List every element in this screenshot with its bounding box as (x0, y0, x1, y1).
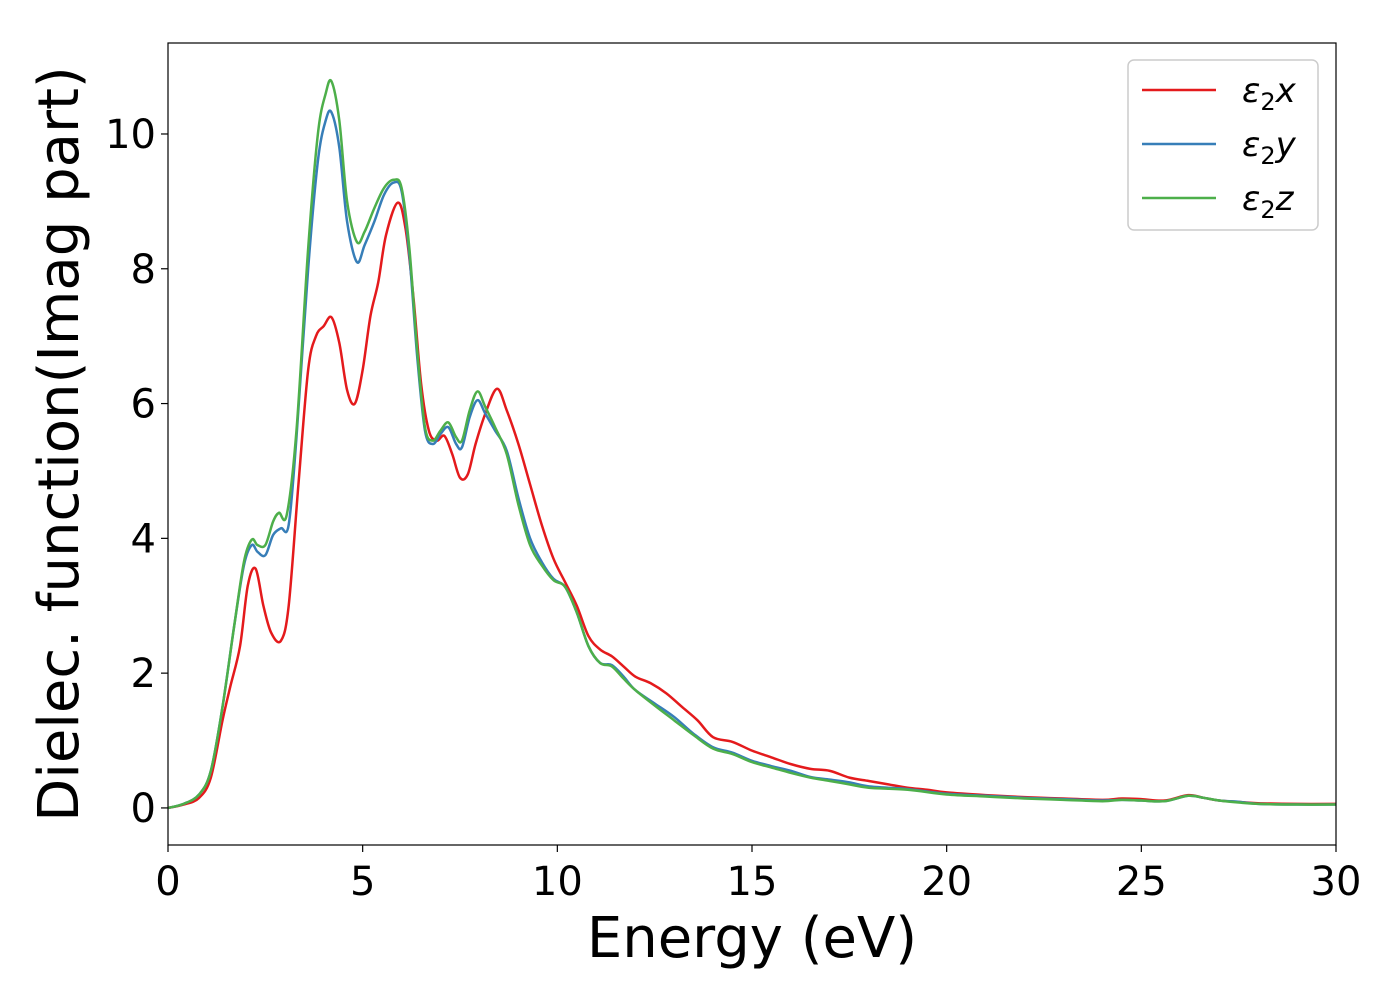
x-tick-label: 5 (350, 859, 375, 905)
y-tick-label: 0 (131, 786, 156, 832)
legend-items: ε2x ε2y ε2z (1142, 71, 1297, 224)
x-tick-label: 15 (727, 859, 778, 905)
x-tick-label: 0 (155, 859, 180, 905)
x-axis-ticks: 0 5 10 15 20 25 30 (155, 845, 1361, 905)
legend-box (1127, 59, 1319, 231)
x-tick-label: 25 (1116, 859, 1167, 905)
series-line-z (168, 78, 1336, 810)
legend-label-x: ε2x (1242, 71, 1297, 116)
legend-label-y: ε2y (1242, 125, 1297, 170)
y-tick-label: 8 (131, 247, 156, 293)
series-lines (168, 78, 1336, 810)
legend-label-z: ε2z (1242, 179, 1295, 224)
x-axis-title: Energy (eV) (587, 906, 917, 971)
y-tick-label: 6 (131, 382, 156, 428)
legend: ε2x ε2y ε2z (1127, 59, 1319, 231)
y-axis-title: Dielec. function(Imag part) (27, 66, 92, 822)
y-tick-label: 4 (131, 516, 156, 562)
x-tick-label: 10 (532, 859, 583, 905)
x-tick-label: 20 (921, 859, 972, 905)
y-axis-ticks: 0 2 4 6 8 10 (105, 112, 168, 832)
y-tick-label: 2 (131, 651, 156, 697)
y-tick-label: 10 (105, 112, 156, 158)
x-tick-label: 30 (1311, 859, 1362, 905)
